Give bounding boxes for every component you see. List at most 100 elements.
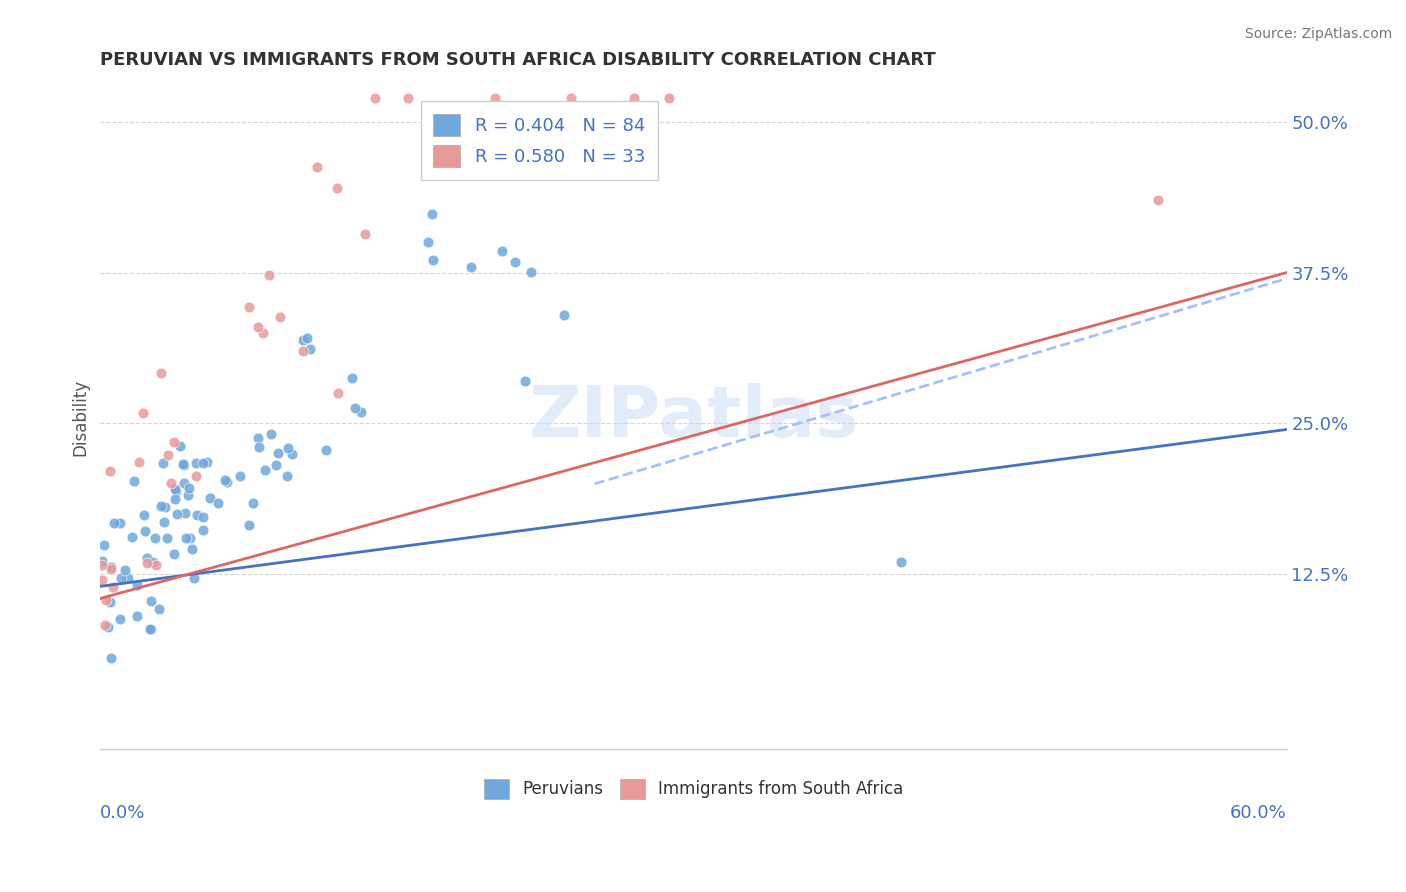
Point <box>1147 193 1170 207</box>
Legend: Peruvians, Immigrants from South Africa: Peruvians, Immigrants from South Africa <box>475 771 911 807</box>
Point <box>156 448 179 462</box>
Point <box>484 90 506 104</box>
Point <box>141 622 163 636</box>
Point <box>174 506 197 520</box>
Point <box>269 310 291 324</box>
Point <box>277 442 299 456</box>
Point <box>100 651 122 665</box>
Point <box>247 440 270 454</box>
Point <box>246 431 269 445</box>
Point <box>315 443 337 458</box>
Point <box>340 370 363 384</box>
Point <box>291 344 314 359</box>
Point <box>176 532 198 546</box>
Point <box>281 447 304 461</box>
Point <box>100 559 122 574</box>
Point <box>264 458 287 472</box>
Point <box>295 330 318 344</box>
Point <box>121 530 143 544</box>
Point <box>344 401 367 416</box>
Point <box>166 508 188 522</box>
Point <box>259 268 281 283</box>
Point <box>177 481 200 495</box>
Point <box>108 516 131 530</box>
Point <box>416 137 439 152</box>
Point <box>148 602 170 616</box>
Point <box>520 265 543 279</box>
Point <box>396 90 419 104</box>
Point <box>183 571 205 585</box>
Point <box>191 510 214 524</box>
Point <box>242 496 264 510</box>
Point <box>238 518 260 533</box>
Point <box>515 374 537 388</box>
Point <box>114 563 136 577</box>
Point <box>291 334 314 348</box>
Point <box>163 492 186 507</box>
Point <box>298 342 321 356</box>
Point <box>186 456 208 470</box>
Point <box>617 148 640 162</box>
Point <box>117 571 139 585</box>
Point <box>276 469 298 483</box>
Point <box>127 609 149 624</box>
Point <box>165 483 187 498</box>
Text: 0.0%: 0.0% <box>100 804 146 822</box>
Point <box>149 500 172 514</box>
Point <box>136 551 159 566</box>
Point <box>553 308 575 322</box>
Point <box>163 482 186 496</box>
Point <box>156 532 179 546</box>
Point <box>246 320 269 334</box>
Point <box>207 496 229 510</box>
Point <box>134 524 156 539</box>
Point <box>91 554 114 568</box>
Point <box>214 473 236 487</box>
Point <box>200 491 222 505</box>
Point <box>122 474 145 488</box>
Point <box>193 524 215 538</box>
Point <box>254 463 277 477</box>
Point <box>143 531 166 545</box>
Point <box>228 469 250 483</box>
Point <box>354 227 377 241</box>
Text: Source: ZipAtlas.com: Source: ZipAtlas.com <box>1244 27 1392 41</box>
Point <box>153 515 176 529</box>
Point <box>91 558 114 573</box>
Point <box>98 594 121 608</box>
Point <box>217 475 239 490</box>
Point <box>132 406 155 420</box>
Point <box>195 455 218 469</box>
Point <box>176 487 198 501</box>
Point <box>139 622 162 636</box>
Point <box>491 244 513 258</box>
Point <box>560 90 582 104</box>
Y-axis label: Disability: Disability <box>72 379 89 456</box>
Point <box>186 508 208 522</box>
Point <box>184 469 207 483</box>
Point <box>252 326 274 340</box>
Point <box>98 464 121 478</box>
Point <box>505 255 527 269</box>
Point <box>460 260 482 274</box>
Point <box>125 578 148 592</box>
Point <box>141 593 163 607</box>
Point <box>328 386 350 401</box>
Point <box>179 531 201 545</box>
Point <box>163 435 186 450</box>
Point <box>260 427 283 442</box>
Point <box>267 446 290 460</box>
Point <box>103 516 125 531</box>
Point <box>420 207 443 221</box>
Point <box>108 612 131 626</box>
Point <box>110 571 132 585</box>
Point <box>136 556 159 570</box>
Point <box>173 458 195 472</box>
Point <box>658 90 681 104</box>
Point <box>364 90 387 104</box>
Point <box>145 558 167 573</box>
Point <box>141 555 163 569</box>
Point <box>93 538 115 552</box>
Point <box>325 181 347 195</box>
Point <box>890 555 912 569</box>
